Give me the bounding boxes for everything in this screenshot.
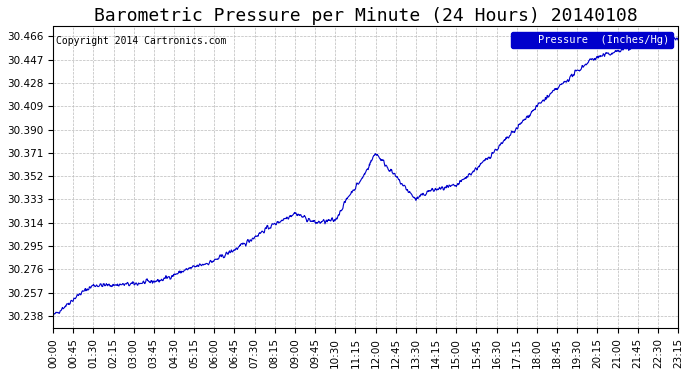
Title: Barometric Pressure per Minute (24 Hours) 20140108: Barometric Pressure per Minute (24 Hours… <box>94 7 638 25</box>
Legend: Pressure  (Inches/Hg): Pressure (Inches/Hg) <box>511 32 673 48</box>
Text: Copyright 2014 Cartronics.com: Copyright 2014 Cartronics.com <box>56 36 226 45</box>
